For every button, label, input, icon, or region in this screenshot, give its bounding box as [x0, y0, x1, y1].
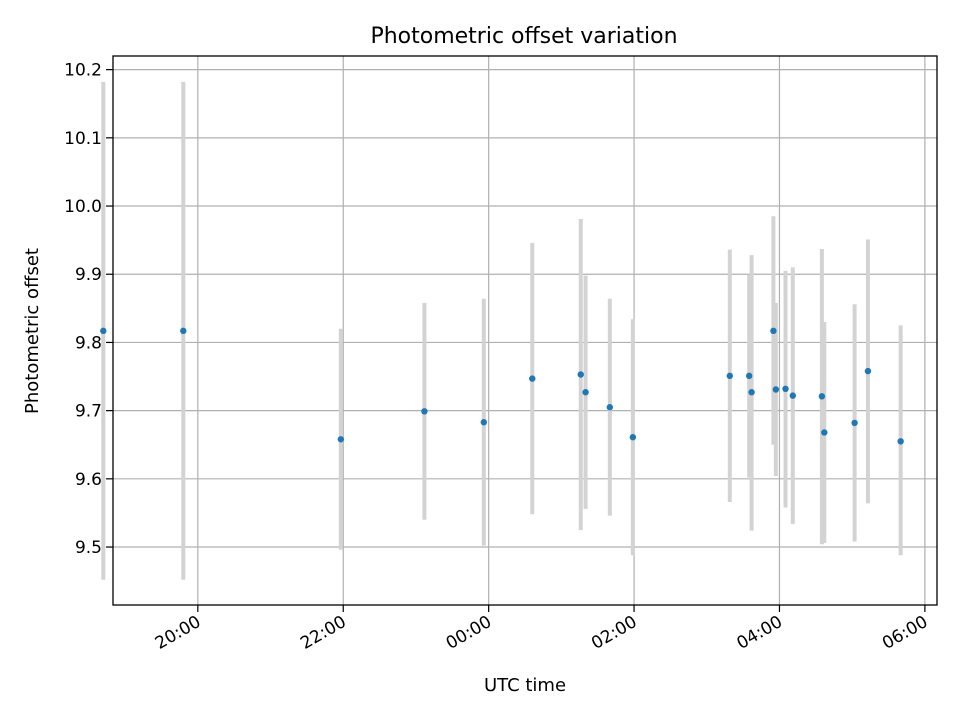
y-tick-label: 10.2: [64, 61, 102, 81]
x-axis-label: UTC time: [484, 675, 566, 696]
data-points: [100, 327, 904, 445]
y-tick-label: 10.1: [64, 129, 102, 149]
y-axis-label: Photometric offset: [22, 248, 43, 414]
data-point: [726, 372, 733, 380]
error-bars: [101, 81, 903, 580]
data-point: [864, 367, 872, 375]
data-point: [577, 371, 584, 378]
x-tick-label: 00:00: [443, 612, 495, 654]
data-point: [818, 393, 826, 400]
x-tick-label: 02:00: [588, 612, 640, 654]
x-tick-label: 20:00: [152, 612, 204, 654]
y-tick-label: 9.7: [75, 402, 102, 422]
data-point: [606, 404, 614, 411]
x-tick-label: 22:00: [297, 612, 349, 654]
data-point: [748, 389, 755, 396]
y-tick-label: 9.8: [75, 333, 102, 353]
y-tick-label: 9.5: [75, 538, 102, 558]
chart-title: Photometric offset variation: [370, 24, 677, 49]
data-point: [180, 327, 187, 335]
x-tick-label: 06:00: [879, 612, 931, 654]
data-point: [821, 429, 828, 436]
y-tick-label: 9.6: [75, 470, 102, 490]
data-point: [582, 389, 589, 396]
data-point: [789, 392, 796, 399]
grid-lines: [113, 56, 937, 605]
plot-frame: [112, 55, 938, 606]
y-tick-label: 9.9: [75, 265, 102, 285]
data-point: [337, 436, 345, 443]
data-point: [629, 434, 637, 441]
data-point: [782, 385, 789, 393]
x-tick-label: 04:00: [734, 612, 786, 654]
data-point: [480, 419, 487, 426]
data-point: [851, 419, 858, 427]
axis-ticks: 20:00 22:00 00:00 02:00 04:00 06:00 9.5 9.6 9.7 9…: [64, 61, 931, 654]
data-point: [770, 327, 777, 335]
data-point: [421, 408, 428, 415]
data-point: [745, 372, 753, 380]
y-tick-label: 10.0: [64, 197, 102, 217]
data-point: [772, 386, 780, 393]
data-point: [897, 438, 904, 445]
data-point: [529, 375, 536, 382]
data-point: [100, 327, 107, 335]
